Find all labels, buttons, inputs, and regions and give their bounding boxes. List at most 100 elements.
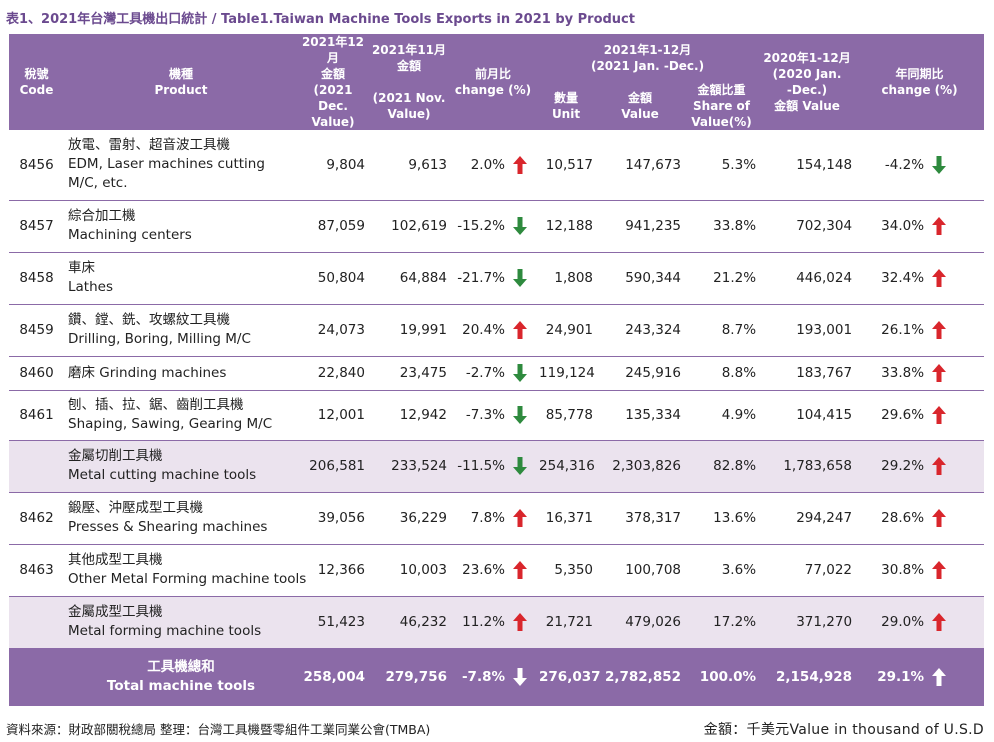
unit-cell: 119,124 [536, 356, 597, 391]
mom-change-cell: 7.8% [450, 492, 508, 545]
header-product: 機種 Product [64, 34, 298, 130]
share-cell: 17.2% [684, 596, 760, 649]
code-cell [9, 440, 64, 493]
yoy-change-cell: 26.1% [855, 304, 928, 357]
yoy-change-cell: 29.1% [855, 648, 928, 706]
product-cell: 磨床 Grinding machines [64, 356, 298, 391]
share-cell: 100.0% [684, 648, 760, 706]
nov-value-cell: 46,232 [368, 596, 450, 649]
unit-cell: 12,188 [536, 200, 597, 253]
product-name-line: 放電、雷射、超音波工具機 [68, 137, 230, 154]
share-cell: 13.6% [684, 492, 760, 545]
mom-change-cell: 23.6% [450, 544, 508, 597]
up-arrow-icon [508, 596, 537, 649]
dec-value-cell: 22,840 [298, 356, 368, 391]
share-cell: 82.8% [684, 440, 760, 493]
mom-change-cell: 11.2% [450, 596, 508, 649]
header-prev-value: 2020年1-12月 (2020 Jan. -Dec.) 金額 Value [759, 34, 856, 130]
share-cell: 5.3% [684, 130, 760, 201]
yoy-change-cell: 30.8% [855, 544, 928, 597]
product-cell: 刨、插、拉、鋸、齒削工具機 Shaping, Sawing, Gearing M/… [64, 390, 298, 441]
yoy-change-cell: 29.0% [855, 596, 928, 649]
dec-value-cell: 9,804 [298, 130, 368, 201]
value-cell: 941,235 [596, 200, 685, 253]
header-dec-value: 2021年12月 金額 [298, 34, 368, 82]
dec-value-cell: 206,581 [298, 440, 368, 493]
up-arrow-icon [508, 130, 537, 201]
code-cell: 8458 [9, 252, 64, 305]
mom-change-cell: -15.2% [450, 200, 508, 253]
up-arrow-icon [927, 252, 985, 305]
up-arrow-icon [927, 596, 985, 649]
down-arrow-icon [508, 200, 537, 253]
product-name-line: Total machine tools [106, 678, 256, 695]
value-cell: 100,708 [596, 544, 685, 597]
product-name-line: 鍛壓、沖壓成型工具機 [68, 500, 203, 516]
unit-cell: 5,350 [536, 544, 597, 597]
value-cell: 378,317 [596, 492, 685, 545]
code-cell [9, 596, 64, 649]
share-cell: 21.2% [684, 252, 760, 305]
prev-value-cell: 77,022 [759, 544, 856, 597]
up-arrow-icon [927, 390, 985, 441]
nov-value-cell: 9,613 [368, 130, 450, 201]
product-name-line: 刨、插、拉、鋸、齒削工具機 [68, 397, 244, 413]
code-cell: 8462 [9, 492, 64, 545]
share-cell: 4.9% [684, 390, 760, 441]
value-cell: 2,782,852 [596, 648, 685, 706]
dec-value-cell: 258,004 [298, 648, 368, 706]
mom-change-cell: -21.7% [450, 252, 508, 305]
unit-cell: 85,778 [536, 390, 597, 441]
header-dec-value-en: (2021 Dec. Value) [298, 82, 368, 130]
mom-change-cell: 2.0% [450, 130, 508, 201]
table-row: 8459 鑽、鏜、銑、攻螺紋工具機 Drilling, Boring, Millin… [9, 304, 985, 357]
source-note: 資料來源：財政部關稅總局 整理：台灣工具機暨零組件工業同業公會(TMBA) [6, 722, 431, 737]
product-cell: 車床 Lathes [64, 252, 298, 305]
down-arrow-icon [927, 130, 985, 201]
prev-value-cell: 446,024 [759, 252, 856, 305]
down-arrow-icon [508, 252, 537, 305]
product-cell: 綜合加工機 Machining centers [64, 200, 298, 253]
value-cell: 147,673 [596, 130, 685, 201]
up-arrow-icon [927, 356, 985, 391]
subtotal-row: 金屬成型工具機 Metal forming machine tools 51,423… [9, 596, 985, 649]
nov-value-cell: 102,619 [368, 200, 450, 253]
code-cell: 8457 [9, 200, 64, 253]
header-nov-value: 2021年11月 金額 [368, 34, 450, 82]
unit-cell: 21,721 [536, 596, 597, 649]
down-arrow-icon [508, 440, 537, 493]
product-cell: 放電、雷射、超音波工具機 EDM, Laser machines cutting M… [64, 130, 298, 201]
prev-value-cell: 702,304 [759, 200, 856, 253]
nov-value-cell: 12,942 [368, 390, 450, 441]
unit-cell: 10,517 [536, 130, 597, 201]
code-cell: 8456 [9, 130, 64, 201]
table-row: 8456 放電、雷射、超音波工具機 EDM, Laser machines cutt… [9, 130, 985, 201]
mom-change-cell: -11.5% [450, 440, 508, 493]
header-mom-change: 前月比 change (%) [450, 34, 537, 130]
prev-value-cell: 2,154,928 [759, 648, 856, 706]
product-name-line: 綜合加工機 [68, 208, 136, 224]
up-arrow-icon [508, 304, 537, 357]
header-ytd-group: 2021年1-12月 (2021 Jan. -Dec.) [536, 34, 760, 82]
mom-change-cell: -7.8% [450, 648, 508, 706]
product-name-line: Drilling, Boring, Milling M/C [68, 331, 251, 347]
dec-value-cell: 39,056 [298, 492, 368, 545]
product-cell: 金屬切削工具機 Metal cutting machine tools [64, 440, 298, 493]
nov-value-cell: 23,475 [368, 356, 450, 391]
yoy-change-cell: 34.0% [855, 200, 928, 253]
up-arrow-icon [927, 440, 985, 493]
unit-cell: 1,808 [536, 252, 597, 305]
product-cell: 其他成型工具機 Other Metal Forming machine tools [64, 544, 306, 597]
code-cell: 8463 [9, 544, 64, 597]
product-name-line: 金屬切削工具機 [68, 448, 163, 464]
mom-change-cell: 20.4% [450, 304, 508, 357]
up-arrow-icon [927, 304, 985, 357]
mom-change-cell: -7.3% [450, 390, 508, 441]
nov-value-cell: 233,524 [368, 440, 450, 493]
subtotal-row: 金屬切削工具機 Metal cutting machine tools 206,58… [9, 440, 985, 493]
total-row: 工具機總和 Total machine tools 258,004 279,756 -7… [9, 648, 985, 706]
yoy-change-cell: 32.4% [855, 252, 928, 305]
value-cell: 245,916 [596, 356, 685, 391]
down-arrow-icon [508, 390, 537, 441]
exports-table: 稅號 Code 機種 Product 2021年12月 金額 2021年11月 金額 前… [9, 34, 985, 706]
